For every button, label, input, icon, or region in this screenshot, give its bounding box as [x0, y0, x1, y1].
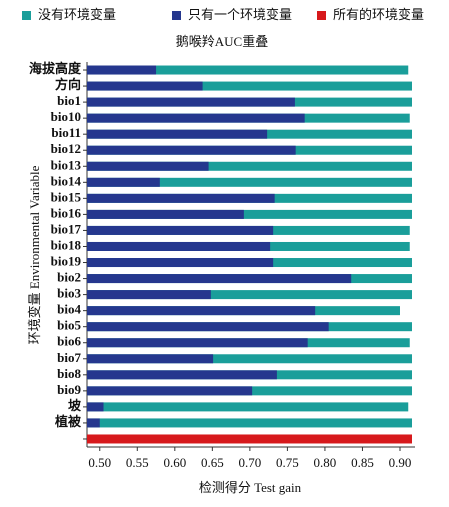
legend-label: 所有的环境变量	[333, 7, 424, 22]
bar	[87, 161, 209, 171]
bar	[87, 209, 412, 219]
bar	[87, 193, 275, 203]
y-axis-label: 环境变量 Environmental Variable	[27, 165, 42, 344]
y-tick-label: bio18	[51, 237, 82, 252]
bar	[87, 354, 412, 364]
bar	[87, 129, 268, 139]
bar	[87, 322, 329, 332]
y-tick-label: bio4	[57, 302, 81, 317]
y-tick-label: 海拔高度	[29, 61, 82, 76]
bar	[87, 306, 316, 316]
bar	[87, 290, 412, 300]
bar	[87, 338, 308, 348]
legend-label: 没有环境变量	[38, 7, 116, 22]
bar	[87, 81, 203, 91]
x-tick-label: 0.85	[351, 455, 374, 470]
bar	[87, 258, 274, 268]
bar	[87, 402, 104, 412]
x-axis-label: 检测得分 Test gain	[199, 480, 302, 495]
y-tick-label: bio6	[57, 334, 81, 349]
bar	[87, 113, 305, 123]
y-tick-label: 坡	[68, 398, 82, 413]
legend-label: 只有一个环境变量	[188, 7, 292, 22]
y-tick-label: bio10	[51, 109, 81, 124]
x-tick-label: 0.75	[276, 455, 299, 470]
bar	[87, 290, 211, 300]
y-tick-label: bio7	[57, 350, 81, 365]
bar	[87, 177, 412, 187]
bar	[87, 418, 100, 428]
legend-swatch	[172, 11, 181, 20]
legend-swatch	[22, 11, 31, 20]
y-tick-label: bio14	[51, 173, 82, 188]
x-tick-label: 0.55	[126, 455, 149, 470]
bar	[87, 81, 412, 91]
y-tick-label: bio13	[51, 157, 82, 172]
y-tick-label: bio2	[57, 270, 81, 285]
bar	[87, 354, 214, 364]
x-tick-label: 0.65	[201, 455, 224, 470]
bar	[87, 161, 412, 171]
x-tick-label: 0.60	[163, 455, 186, 470]
bar	[87, 177, 160, 187]
y-tick-label: bio3	[57, 286, 81, 301]
y-tick-label: 植被	[54, 414, 82, 429]
y-tick-label: bio5	[57, 318, 81, 333]
bar	[87, 434, 412, 444]
bar	[87, 274, 352, 284]
x-tick-label: 0.90	[389, 455, 412, 470]
y-tick-label: bio19	[51, 254, 82, 269]
bar	[87, 241, 271, 251]
y-tick-label: bio1	[57, 93, 81, 108]
x-tick-label: 0.70	[238, 455, 261, 470]
bar	[87, 97, 295, 107]
chart-title: 鹅喉羚AUC重叠	[176, 34, 268, 49]
bar	[87, 402, 409, 412]
x-tick-label: 0.80	[314, 455, 337, 470]
y-tick-label: bio9	[57, 382, 81, 397]
y-tick-label: bio12	[51, 141, 81, 156]
bar	[87, 386, 253, 396]
y-tick-label: bio17	[51, 221, 82, 236]
y-tick-label: 方向	[55, 77, 81, 92]
y-tick-label: bio15	[51, 189, 82, 204]
y-tick-label: bio11	[51, 125, 81, 140]
bar	[87, 65, 409, 75]
bar	[87, 65, 157, 75]
bar	[87, 418, 412, 428]
legend-swatch	[317, 11, 326, 20]
bar	[87, 209, 244, 219]
x-tick-label: 0.50	[88, 455, 111, 470]
bar	[87, 145, 296, 155]
bar	[87, 370, 277, 380]
y-tick-label: bio8	[57, 366, 81, 381]
y-tick-label: bio16	[51, 205, 82, 220]
bar	[87, 225, 274, 235]
